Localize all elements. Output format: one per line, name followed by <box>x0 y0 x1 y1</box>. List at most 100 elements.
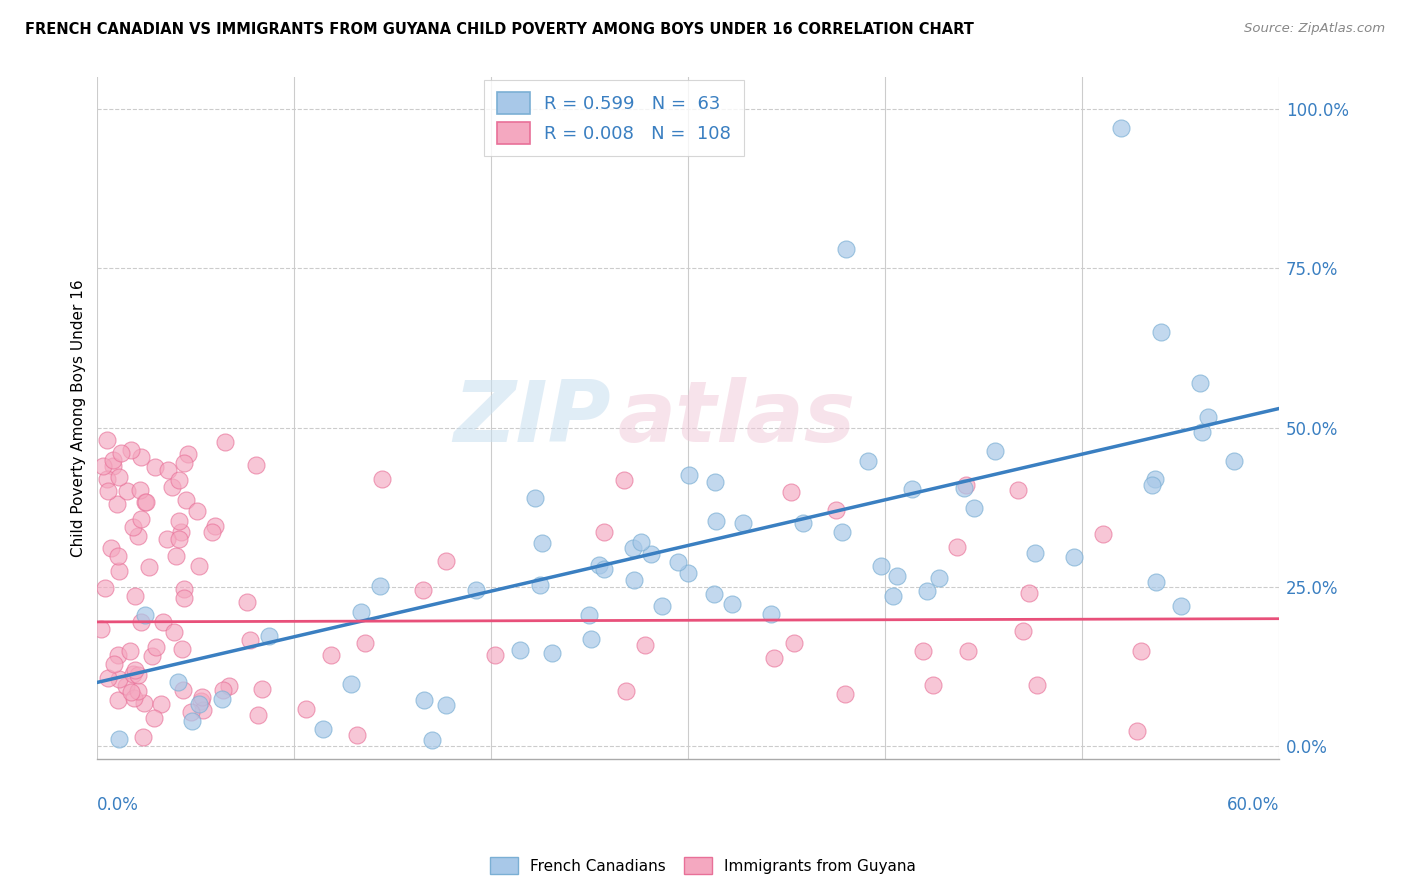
Point <box>245 458 267 472</box>
Point <box>834 243 856 257</box>
Point <box>354 636 377 650</box>
Point <box>169 525 191 540</box>
Point <box>134 607 156 622</box>
Point <box>96 472 118 486</box>
Point <box>239 632 262 647</box>
Point <box>946 540 969 554</box>
Point <box>108 672 131 686</box>
Point <box>666 555 689 569</box>
Point <box>252 681 274 696</box>
Point <box>886 569 908 583</box>
Text: ZIP: ZIP <box>454 376 612 459</box>
Point <box>177 447 200 461</box>
Point <box>412 693 434 707</box>
Text: FRENCH CANADIAN VS IMMIGRANTS FROM GUYANA CHILD POVERTY AMONG BOYS UNDER 16 CORR: FRENCH CANADIAN VS IMMIGRANTS FROM GUYAN… <box>25 22 974 37</box>
Point <box>115 484 138 499</box>
Point <box>623 574 645 588</box>
Point <box>640 547 662 561</box>
Point <box>1018 586 1040 600</box>
Point <box>187 558 209 573</box>
Point <box>593 524 616 539</box>
Point <box>166 675 188 690</box>
Point <box>1026 678 1049 692</box>
Point <box>1150 325 1173 339</box>
Point <box>218 679 240 693</box>
Point <box>928 571 950 585</box>
Point <box>984 444 1007 458</box>
Point <box>124 663 146 677</box>
Point <box>704 514 727 528</box>
Point <box>160 480 183 494</box>
Point <box>120 685 142 699</box>
Point <box>190 693 212 707</box>
Point <box>1091 527 1114 541</box>
Point <box>174 492 197 507</box>
Text: 60.0%: 60.0% <box>1226 797 1279 814</box>
Point <box>103 657 125 672</box>
Point <box>703 475 725 490</box>
Point <box>96 434 118 448</box>
Point <box>108 564 131 578</box>
Point <box>1012 624 1035 639</box>
Point <box>1189 376 1212 390</box>
Point <box>420 732 443 747</box>
Point <box>122 519 145 533</box>
Point <box>733 516 755 530</box>
Point <box>676 566 699 581</box>
Point <box>165 549 187 563</box>
Point <box>201 524 224 539</box>
Point <box>952 481 974 495</box>
Point <box>783 636 806 650</box>
Point <box>152 615 174 630</box>
Point <box>633 638 655 652</box>
Point <box>173 456 195 470</box>
Point <box>792 516 814 530</box>
Point <box>464 583 486 598</box>
Point <box>132 730 155 744</box>
Point <box>129 615 152 630</box>
Point <box>121 667 143 681</box>
Point <box>579 632 602 646</box>
Point <box>129 450 152 464</box>
Y-axis label: Child Poverty Among Boys Under 16: Child Poverty Among Boys Under 16 <box>72 279 86 557</box>
Point <box>523 491 546 506</box>
Point <box>368 579 391 593</box>
Text: atlas: atlas <box>617 376 855 459</box>
Point <box>105 497 128 511</box>
Point <box>703 587 725 601</box>
Point <box>1191 425 1213 439</box>
Point <box>882 589 904 603</box>
Point <box>901 482 924 496</box>
Text: Source: ZipAtlas.com: Source: ZipAtlas.com <box>1244 22 1385 36</box>
Point <box>181 714 204 728</box>
Point <box>180 705 202 719</box>
Point <box>170 641 193 656</box>
Point <box>593 562 616 576</box>
Point <box>204 519 226 533</box>
Point <box>212 683 235 698</box>
Point <box>129 512 152 526</box>
Point <box>167 473 190 487</box>
Text: 0.0%: 0.0% <box>97 797 139 814</box>
Point <box>100 541 122 555</box>
Point <box>484 648 506 663</box>
Point <box>529 578 551 592</box>
Point <box>1063 549 1085 564</box>
Point <box>120 442 142 457</box>
Point <box>134 696 156 710</box>
Point <box>107 732 129 747</box>
Point <box>157 463 180 477</box>
Point <box>107 693 129 707</box>
Point <box>191 690 214 704</box>
Point <box>188 697 211 711</box>
Point <box>122 690 145 705</box>
Point <box>246 707 269 722</box>
Point <box>922 678 945 692</box>
Point <box>173 591 195 605</box>
Point <box>955 478 977 492</box>
Point <box>1144 574 1167 589</box>
Point <box>127 683 149 698</box>
Point <box>912 643 935 657</box>
Point <box>630 535 652 549</box>
Point <box>1197 409 1219 424</box>
